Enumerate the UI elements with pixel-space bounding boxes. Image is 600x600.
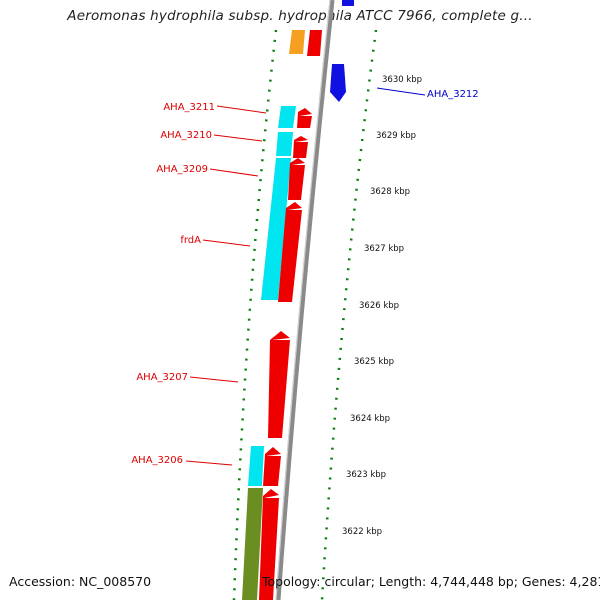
gene-AHA_3206[interactable]	[263, 447, 281, 486]
gene-frdA[interactable]	[278, 202, 302, 302]
gene-label-AHA_3207[interactable]: AHA_3207	[136, 372, 188, 383]
gene-label-AHA_3211[interactable]: AHA_3211	[163, 102, 215, 113]
gene-AHA_3207[interactable]	[268, 331, 290, 438]
tick-label-3626: 3626 kbp	[359, 301, 399, 311]
tick-label-3623: 3623 kbp	[346, 470, 386, 480]
accession-text: Accession: NC_008570	[9, 574, 152, 589]
outer-dotted-ring	[320, 29, 378, 600]
tick-label-3625: 3625 kbp	[354, 357, 394, 367]
tick-label-3627: 3627 kbp	[364, 244, 404, 254]
gene-olive-bottom[interactable]	[242, 488, 263, 600]
gene-AHA_3212[interactable]	[330, 64, 346, 102]
label-line-AHA_3211	[216, 105, 267, 114]
tick-label-3622: 3622 kbp	[342, 527, 382, 537]
gene-label-AHA_3210[interactable]: AHA_3210	[160, 130, 212, 141]
gene-label-frdA[interactable]: frdA	[180, 235, 201, 246]
tick-label-3624: 3624 kbp	[350, 414, 390, 424]
label-line-AHA_3207	[189, 376, 239, 383]
label-line-frdA	[202, 239, 251, 247]
label-line-AHA_3206	[185, 460, 233, 466]
gene-label-AHA_3206[interactable]: AHA_3206	[131, 455, 183, 466]
label-line-AHA_3212	[376, 87, 426, 96]
gene-AHA_3209[interactable]	[288, 158, 305, 200]
gene-AHA_3210[interactable]	[293, 136, 308, 158]
gene-red-bottom[interactable]	[259, 489, 279, 600]
gene-AHA_3211[interactable]	[297, 108, 312, 128]
genome-backbone-highlight	[275, 0, 331, 600]
tick-label-3628: 3628 kbp	[370, 187, 410, 197]
orf-cyan-1[interactable]	[278, 106, 296, 128]
map-title: Aeromonas hydrophila subsp. hydrophila A…	[67, 8, 533, 24]
gene-red-top[interactable]	[307, 30, 322, 56]
orf-cyan-2[interactable]	[276, 132, 293, 156]
label-line-AHA_3210	[213, 134, 263, 142]
label-line-AHA_3209	[209, 168, 259, 177]
gene-orange-top[interactable]	[289, 30, 305, 54]
gene-label-AHA_3209[interactable]: AHA_3209	[156, 164, 208, 175]
genome-backbone	[275, 0, 335, 600]
gene-label-AHA_3212[interactable]: AHA_3212	[427, 89, 479, 100]
gene-top-blue[interactable]	[342, 0, 354, 6]
tick-label-3629: 3629 kbp	[376, 131, 416, 141]
orf-cyan-4[interactable]	[248, 446, 264, 486]
topology-text: Topology: circular; Length: 4,744,448 bp…	[262, 574, 600, 589]
orf-cyan-3[interactable]	[261, 158, 291, 300]
tick-label-3630: 3630 kbp	[382, 75, 422, 85]
